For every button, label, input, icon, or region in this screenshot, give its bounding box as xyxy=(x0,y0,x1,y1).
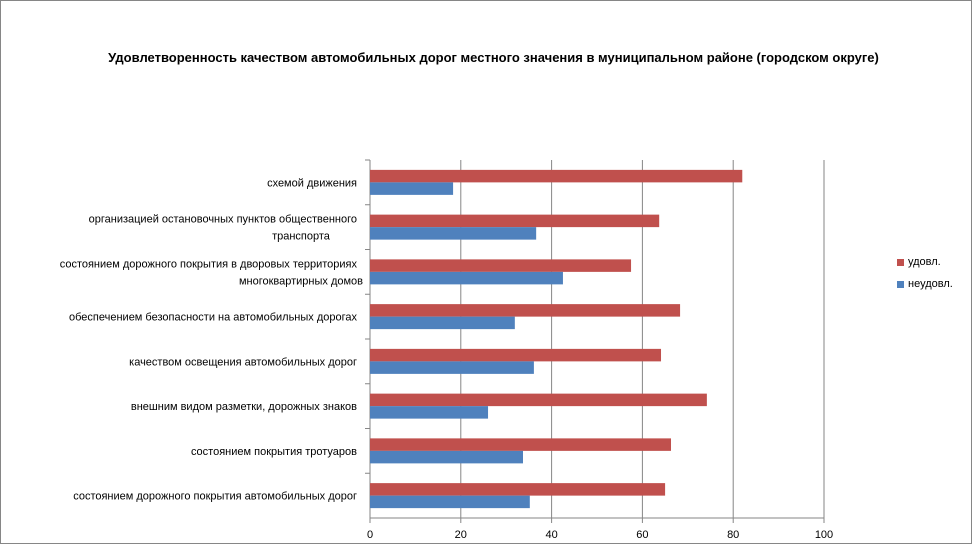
legend-swatch xyxy=(897,258,904,266)
x-tick-label: 20 xyxy=(455,529,467,541)
bar-unsatisfied xyxy=(370,271,563,285)
category-label: состоянием дорожного покрытия автомобиль… xyxy=(73,491,357,503)
bar-satisfied xyxy=(370,483,666,496)
bar-satisfied xyxy=(370,259,632,272)
x-tick-label: 100 xyxy=(815,529,833,541)
category-label: многоквартирных домов xyxy=(239,275,363,287)
x-tick-label: 0 xyxy=(367,529,373,541)
x-tick-label: 40 xyxy=(545,529,557,541)
legend-item-satisfied: удовл. xyxy=(897,256,941,268)
bar-unsatisfied xyxy=(370,495,530,509)
chart-title: Удовлетворенность качеством автомобильны… xyxy=(108,50,879,65)
category-label: обеспечением безопасности на автомобильн… xyxy=(69,312,357,324)
bar-satisfied xyxy=(370,214,660,228)
bar-unsatisfied xyxy=(370,450,523,464)
bar-unsatisfied xyxy=(370,227,537,240)
legend-label: удовл. xyxy=(908,256,941,268)
category-label: транспорта xyxy=(272,231,331,243)
bar-satisfied xyxy=(370,169,743,183)
legend-label: неудовл. xyxy=(908,278,953,290)
category-label: организацией остановочных пунктов общест… xyxy=(89,214,357,226)
bar-satisfied xyxy=(370,304,681,317)
bar-unsatisfied xyxy=(370,361,534,374)
bar-satisfied xyxy=(370,348,662,362)
bar-unsatisfied xyxy=(370,182,454,195)
category-label: схемой движения xyxy=(267,177,357,189)
category-label: внешним видом разметки, дорожных знаков xyxy=(131,401,357,413)
bar-unsatisfied xyxy=(370,316,515,330)
legend-item-unsatisfied: неудовл. xyxy=(897,278,953,290)
x-tick-label: 60 xyxy=(636,529,648,541)
category-label: качеством освещения автомобильных дорог xyxy=(129,356,357,368)
category-label: состоянием покрытия тротуаров xyxy=(191,446,357,458)
x-tick-label: 80 xyxy=(727,529,739,541)
legend-swatch xyxy=(897,280,904,288)
bar-satisfied xyxy=(370,438,672,451)
category-label: состоянием дорожного покрытия в дворовых… xyxy=(60,258,358,270)
bar-satisfied xyxy=(370,393,707,407)
bar-unsatisfied xyxy=(370,406,489,419)
